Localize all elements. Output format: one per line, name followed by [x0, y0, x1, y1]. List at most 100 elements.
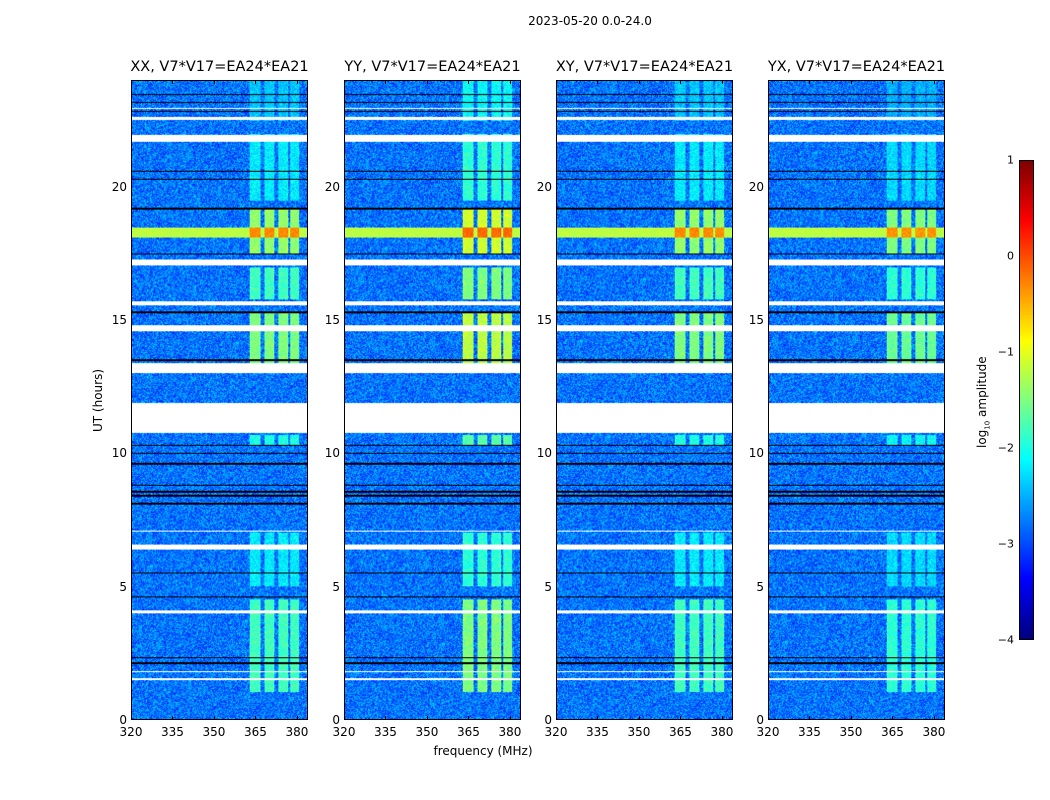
y-axis-label: UT (hours)	[91, 368, 105, 432]
y-tick-label: 5	[756, 579, 764, 594]
spectrogram-xx	[132, 81, 307, 719]
x-tick-mark	[344, 80, 345, 84]
y-tick-label: 0	[332, 713, 340, 727]
colorbar-tick-label: −4	[997, 633, 1014, 647]
y-tick-label: 0	[756, 713, 764, 727]
x-tick-mark	[255, 80, 257, 84]
x-tick-label: 380	[498, 725, 522, 739]
x-tick-mark	[385, 80, 387, 84]
x-tick-mark	[131, 80, 132, 84]
x-tick-mark	[850, 716, 852, 720]
colorbar-tick-label: 1	[1007, 153, 1014, 167]
panel-yx	[768, 80, 945, 720]
y-tick-label: 0	[544, 713, 552, 727]
x-tick-mark	[468, 80, 470, 84]
spectrogram-yy	[345, 81, 520, 719]
y-tick-label: 10	[324, 446, 340, 461]
x-tick-mark	[850, 80, 852, 84]
y-tick-label: 20	[324, 179, 340, 194]
x-tick-label: 350	[202, 725, 226, 739]
x-tick-label: 380	[710, 725, 734, 739]
y-tick-label: 5	[544, 579, 552, 594]
y-tick-label: 15	[748, 313, 764, 327]
x-tick-mark	[426, 716, 428, 720]
x-tick-label: 335	[161, 725, 184, 739]
y-tick-label: 10	[111, 446, 127, 461]
colorbar-tick-label: −1	[997, 345, 1014, 359]
x-tick-mark	[933, 80, 935, 84]
panel-xy	[556, 80, 733, 720]
panel-title-yy: YY, V7*V17=EA24*EA21	[344, 59, 521, 75]
x-tick-label: 335	[798, 725, 821, 739]
x-tick-label: 380	[285, 725, 309, 739]
x-tick-mark	[426, 80, 428, 84]
x-tick-mark	[131, 716, 132, 720]
x-tick-mark	[638, 80, 640, 84]
x-tick-mark	[509, 716, 511, 720]
x-tick-mark	[172, 80, 174, 84]
x-tick-mark	[385, 716, 387, 720]
colorbar-tick-label: 0	[1007, 249, 1014, 263]
x-axis-label: frequency (MHz)	[433, 744, 533, 758]
x-tick-label: 335	[586, 725, 609, 739]
x-tick-mark	[296, 716, 298, 720]
panel-title-yx: YX, V7*V17=EA24*EA21	[767, 59, 946, 75]
x-tick-mark	[344, 716, 345, 720]
x-tick-label: 320	[544, 725, 568, 739]
y-tick-label: 20	[111, 179, 127, 194]
spectrogram-yx	[769, 81, 944, 719]
x-tick-label: 365	[669, 725, 692, 739]
x-tick-mark	[172, 716, 174, 720]
x-tick-mark	[468, 716, 470, 720]
figure-title: 2023-05-20 0.0-24.0	[528, 14, 652, 28]
x-tick-mark	[768, 80, 769, 84]
panel-title-xx: XX, V7*V17=EA24*EA21	[130, 59, 309, 75]
x-tick-mark	[556, 716, 557, 720]
x-tick-label: 380	[922, 725, 946, 739]
y-tick-label: 5	[332, 579, 340, 594]
x-tick-label: 320	[119, 725, 143, 739]
x-tick-label: 350	[415, 725, 439, 739]
x-tick-label: 365	[457, 725, 480, 739]
y-tick-label: 20	[748, 179, 764, 194]
x-tick-mark	[509, 80, 511, 84]
x-tick-mark	[892, 80, 894, 84]
x-tick-mark	[680, 716, 682, 720]
y-tick-label: 20	[536, 179, 552, 194]
panel-yy	[344, 80, 521, 720]
y-tick-label: 5	[119, 579, 127, 594]
colorbar-label: log10 amplitude	[975, 356, 992, 448]
colorbar	[1019, 160, 1034, 640]
x-tick-mark	[638, 716, 640, 720]
spectrogram-xy	[557, 81, 732, 719]
y-tick-label: 0	[119, 713, 127, 727]
panel-title-xy: XY, V7*V17=EA24*EA21	[555, 59, 734, 75]
x-tick-label: 320	[756, 725, 780, 739]
panel-xx	[131, 80, 308, 720]
x-tick-mark	[597, 80, 599, 84]
x-tick-mark	[809, 716, 811, 720]
x-tick-mark	[721, 80, 723, 84]
x-tick-mark	[556, 80, 557, 84]
y-tick-label: 10	[748, 446, 764, 461]
x-tick-mark	[809, 80, 811, 84]
x-tick-mark	[892, 716, 894, 720]
colorbar-tick-label: −2	[997, 441, 1014, 455]
colorbar-tick-label: −3	[997, 537, 1014, 551]
x-tick-label: 365	[244, 725, 267, 739]
y-tick-label: 15	[536, 313, 552, 327]
x-tick-mark	[680, 80, 682, 84]
x-tick-mark	[255, 716, 257, 720]
y-tick-label: 15	[111, 313, 127, 327]
x-tick-mark	[768, 716, 769, 720]
x-tick-mark	[721, 716, 723, 720]
y-tick-label: 15	[324, 313, 340, 327]
y-tick-label: 10	[536, 446, 552, 461]
x-tick-mark	[213, 716, 215, 720]
x-tick-label: 365	[881, 725, 904, 739]
x-tick-label: 350	[627, 725, 651, 739]
x-tick-mark	[213, 80, 215, 84]
x-tick-mark	[597, 716, 599, 720]
x-tick-label: 335	[374, 725, 397, 739]
